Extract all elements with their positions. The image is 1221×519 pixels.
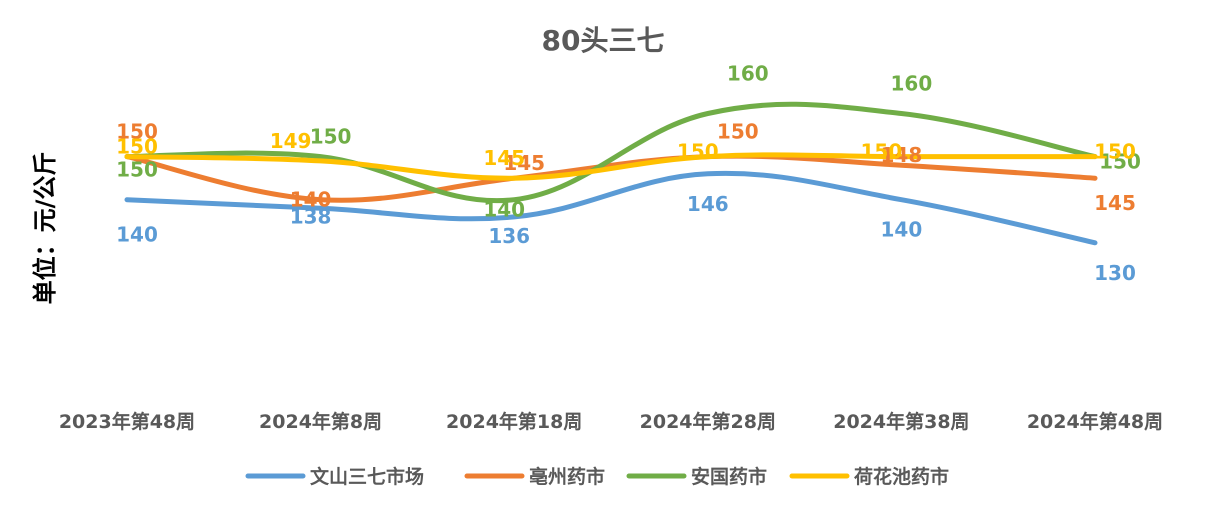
data-label: 140 <box>116 223 158 247</box>
data-label: 140 <box>881 218 923 242</box>
data-label: 150 <box>1099 150 1141 174</box>
x-tick-label: 2024年第18周 <box>446 410 582 433</box>
legend-label: 荷花池药市 <box>854 465 949 488</box>
data-label: 150 <box>116 120 158 144</box>
data-label: 150 <box>861 140 903 164</box>
data-label: 140 <box>483 198 525 222</box>
x-tick-label: 2024年第38周 <box>833 410 969 433</box>
data-labels: 1401381361461401301501401451501481451501… <box>116 62 1141 285</box>
series-line-2 <box>124 101 1098 204</box>
data-label: 150 <box>677 140 719 164</box>
data-label: 149 <box>270 129 312 153</box>
legend-label: 文山三七市场 <box>310 465 424 488</box>
data-label: 136 <box>488 224 530 248</box>
data-label: 140 <box>290 188 332 212</box>
series-line-0 <box>124 170 1098 246</box>
data-label: 150 <box>1094 140 1136 164</box>
x-tick-label: 2024年第8周 <box>259 410 382 433</box>
legend-label: 安国药市 <box>691 465 767 488</box>
data-label: 145 <box>503 151 545 175</box>
data-label: 150 <box>310 125 352 149</box>
x-tick-label: 2023年第48周 <box>59 410 195 433</box>
chart-title: 80头三七 <box>542 24 665 57</box>
x-tick-label: 2024年第28周 <box>640 410 776 433</box>
data-label: 145 <box>483 146 525 170</box>
data-label: 150 <box>717 120 759 144</box>
data-label: 130 <box>1094 261 1136 285</box>
series-lines <box>124 101 1098 246</box>
data-label: 150 <box>116 158 158 182</box>
data-label: 145 <box>1094 191 1136 215</box>
y-axis-label: 单位：元/公斤 <box>31 152 59 305</box>
x-axis-ticks: 2023年第48周 2024年第8周 2024年第18周 2024年第28周 2024年… <box>59 410 1163 433</box>
data-label: 160 <box>891 72 933 96</box>
data-label: 146 <box>687 192 729 216</box>
x-tick-label: 2024年第48周 <box>1027 410 1163 433</box>
data-label: 160 <box>727 62 769 86</box>
data-label: 148 <box>881 143 923 167</box>
data-label: 150 <box>116 135 158 159</box>
legend-label: 亳州药市 <box>529 465 605 488</box>
series-line-3 <box>124 152 1098 181</box>
legend: 文山三七市场 亳州药市 安国药市 荷花池药市 <box>245 465 949 488</box>
data-label: 138 <box>290 204 332 228</box>
